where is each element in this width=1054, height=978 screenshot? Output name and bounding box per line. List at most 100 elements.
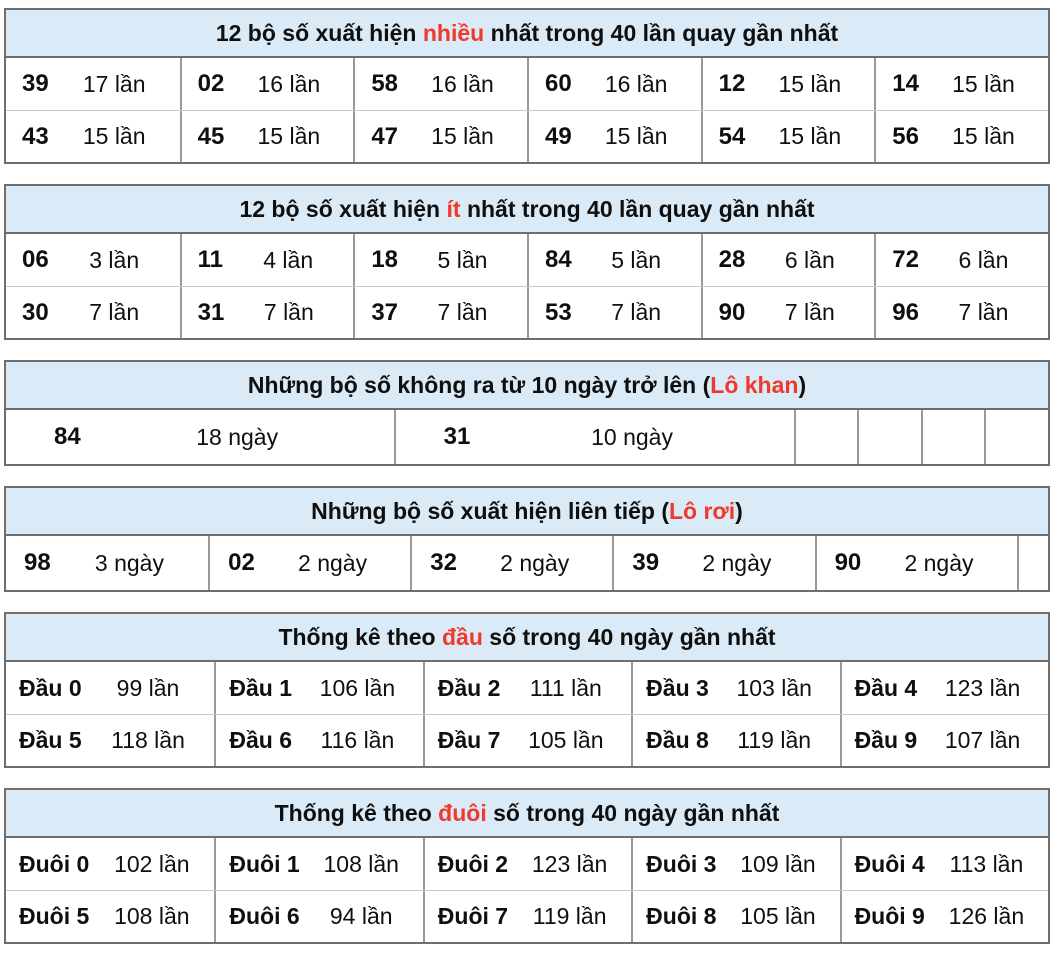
number-label: 14 — [892, 70, 919, 97]
least-frequent-cell-0-2: 18 5 lần — [353, 234, 527, 286]
number-label: Đuôi 6 — [229, 903, 300, 929]
dau-stats-cell-0-3: Đầu 3 103 lần — [631, 662, 839, 714]
count-value: 126 lần — [948, 903, 1025, 929]
number-label: 43 — [22, 122, 49, 150]
number-label: Đuôi 2 — [437, 850, 509, 877]
number-label: 02 — [228, 549, 255, 576]
number-label: 39 — [632, 549, 660, 576]
dau-stats-cell-0-4: Đầu 4 123 lần — [839, 662, 1048, 714]
lo-khan-table: Những bộ số không ra từ 10 ngày trở lên … — [4, 360, 1050, 466]
dau-stats-cell-1-3: Đầu 8 119 lần — [631, 715, 839, 766]
count-value: 15 lần — [952, 123, 1015, 149]
count-value: 7 lần — [611, 299, 662, 325]
dau-stats-title: Thống kê theo đầu số trong 40 ngày gần n… — [6, 614, 1048, 662]
count-value: 16 lần — [604, 70, 668, 97]
number-label: 31 — [197, 298, 225, 326]
count-value: 7 lần — [784, 299, 835, 325]
count-value: 3 ngày — [94, 549, 164, 576]
lo-roi-table: Những bộ số xuất hiện liên tiếp (Lô rơi)… — [4, 486, 1050, 592]
count-value: 15 lần — [778, 70, 842, 97]
dau-stats-cell-1-0: Đầu 5 118 lần — [6, 715, 214, 766]
least-frequent-cell-1-4: 90 7 lần — [700, 287, 875, 338]
duoi-stats-cell-1-0: Đuôi 5 108 lần — [6, 891, 214, 942]
number-label: Đuôi 9 — [854, 903, 925, 929]
duoi-stats-title-highlight: đuôi — [438, 799, 487, 826]
least-frequent-table: 12 bộ số xuất hiện ít nhất trong 40 lần … — [4, 184, 1050, 340]
lo-khan-title-post: ) — [798, 371, 807, 398]
lo-roi-row-0: 98 3 ngày 02 2 ngày 32 2 ngày 39 2 ngày 90 2 ngày — [6, 536, 1048, 590]
number-label: 30 — [22, 298, 49, 326]
number-label: Đuôi 0 — [19, 850, 90, 877]
number-label: 72 — [892, 246, 919, 273]
most-frequent-cell-1-5: 56 15 lần — [874, 111, 1048, 162]
lo-roi-title: Những bộ số xuất hiện liên tiếp (Lô rơi) — [6, 488, 1048, 536]
number-label: 02 — [197, 70, 225, 97]
number-label: 84 — [544, 246, 572, 273]
lo-roi-cell-0-0: 98 3 ngày — [6, 536, 208, 590]
count-value: 15 lần — [257, 123, 321, 149]
most-frequent-cell-1-4: 54 15 lần — [700, 111, 875, 162]
dau-stats-title-pre: Thống kê theo — [278, 623, 442, 650]
most-frequent-cell-0-0: 39 17 lần — [6, 58, 180, 110]
number-label: 90 — [718, 298, 746, 326]
most-frequent-title: 12 bộ số xuất hiện nhiều nhất trong 40 l… — [6, 10, 1048, 58]
number-label: Đầu 0 — [19, 674, 82, 701]
count-value: 4 lần — [263, 246, 314, 273]
lo-roi-title-pre: Những bộ số xuất hiện liên tiếp ( — [311, 497, 669, 524]
number-label: 11 — [197, 246, 224, 273]
count-value: 108 lần — [323, 850, 399, 877]
least-frequent-title-pre: 12 bộ số xuất hiện — [239, 195, 447, 222]
number-label: Đuôi 1 — [229, 850, 300, 877]
dau-stats-title-highlight: đầu — [442, 623, 483, 650]
dau-stats-cell-1-1: Đầu 6 116 lần — [214, 715, 422, 766]
most-frequent-cell-1-3: 49 15 lần — [526, 111, 701, 162]
least-frequent-title-post: nhất trong 40 lần quay gần nhất — [460, 195, 815, 222]
lo-khan-title: Những bộ số không ra từ 10 ngày trở lên … — [6, 362, 1048, 410]
number-label: 60 — [544, 70, 572, 97]
lo-khan-cell-0-4 — [920, 410, 985, 464]
lo-khan-cell-0-0: 84 18 ngày — [6, 410, 394, 464]
dau-stats-cell-0-0: Đầu 0 99 lần — [6, 662, 214, 714]
most-frequent-cell-1-2: 47 15 lần — [353, 111, 527, 162]
count-value: 107 lần — [944, 727, 1021, 753]
lo-roi-title-post: ) — [735, 497, 743, 524]
lo-roi-cell-0-2: 32 2 ngày — [410, 536, 612, 590]
count-value: 16 lần — [257, 70, 321, 97]
count-value: 2 ngày — [500, 549, 570, 576]
dau-stats-cell-1-4: Đầu 9 107 lần — [839, 715, 1048, 766]
number-label: Đầu 8 — [646, 727, 709, 753]
number-label: Đầu 4 — [854, 674, 918, 701]
dau-stats-title-post: số trong 40 ngày gần nhất — [482, 623, 776, 650]
lo-roi-cell-0-3: 39 2 ngày — [612, 536, 814, 590]
duoi-stats-cell-1-4: Đuôi 9 126 lần — [839, 891, 1048, 942]
number-label: 53 — [544, 298, 572, 326]
count-value: 18 ngày — [196, 423, 279, 450]
duoi-stats-title-pre: Thống kê theo — [274, 799, 439, 826]
lo-khan-cell-0-1: 31 10 ngày — [393, 410, 794, 464]
most-frequent-cell-1-1: 45 15 lần — [179, 111, 354, 162]
number-label: Đầu 7 — [437, 727, 501, 753]
lottery-statistics-page: 12 bộ số xuất hiện nhiều nhất trong 40 l… — [4, 8, 1050, 944]
number-label: 56 — [892, 122, 919, 150]
count-value: 105 lần — [740, 903, 816, 929]
number-label: Đầu 6 — [229, 727, 293, 753]
least-frequent-cell-1-2: 37 7 lần — [353, 287, 527, 338]
dau-stats-table: Thống kê theo đầu số trong 40 ngày gần n… — [4, 612, 1050, 768]
number-label: Đầu 9 — [854, 727, 918, 753]
least-frequent-cell-1-3: 53 7 lần — [526, 287, 701, 338]
duoi-stats-title: Thống kê theo đuôi số trong 40 ngày gần … — [6, 790, 1048, 838]
count-value: 7 lần — [437, 299, 488, 325]
most-frequent-cell-0-2: 58 16 lần — [353, 58, 527, 110]
duoi-stats-cell-1-3: Đuôi 8 105 lần — [631, 891, 839, 942]
least-frequent-cell-1-1: 31 7 lần — [179, 287, 354, 338]
most-frequent-cell-0-3: 60 16 lần — [526, 58, 701, 110]
dau-stats-row-1: Đầu 5 118 lần Đầu 6 116 lần Đầu 7 105 lần Đầu … — [6, 714, 1048, 766]
least-frequent-cell-0-0: 06 3 lần — [6, 234, 180, 286]
dau-stats-cell-0-1: Đầu 1 106 lần — [214, 662, 422, 714]
number-label: 37 — [371, 298, 399, 326]
lo-roi-cell-0-1: 02 2 ngày — [208, 536, 410, 590]
duoi-stats-cell-0-2: Đuôi 2 123 lần — [422, 838, 631, 890]
least-frequent-title-highlight: ít — [446, 195, 461, 222]
dau-stats-cell-0-2: Đầu 2 111 lần — [422, 662, 631, 714]
most-frequent-title-pre: 12 bộ số xuất hiện — [215, 19, 423, 46]
